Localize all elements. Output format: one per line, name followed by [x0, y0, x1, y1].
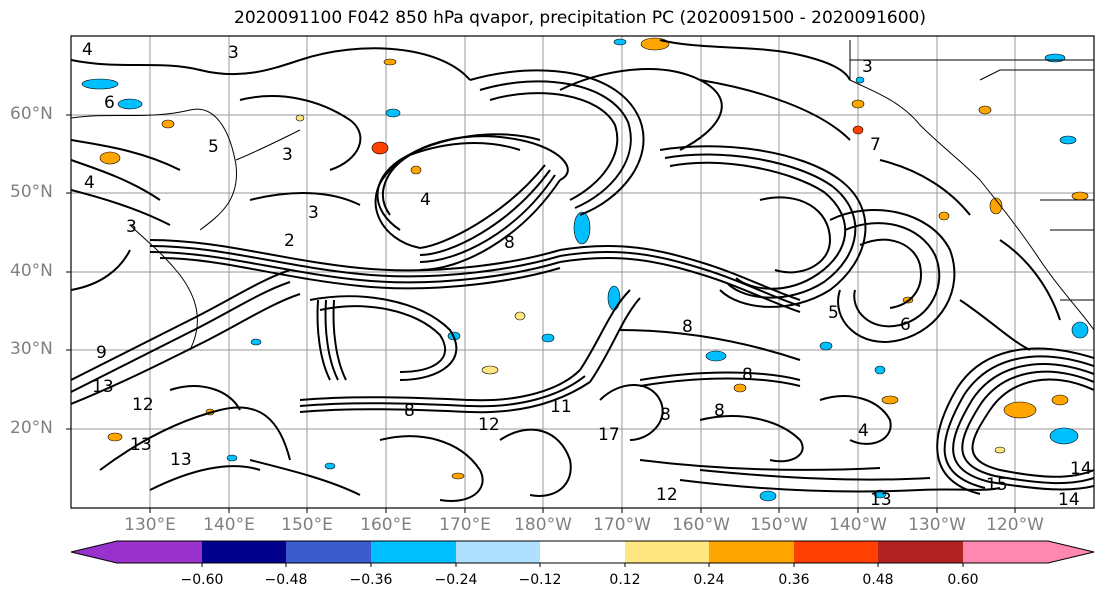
colorbar-tick-label: −0.24 [434, 572, 478, 588]
lon-label: 170°W [593, 515, 651, 535]
lon-label: 160°E [360, 515, 412, 535]
contour-label: 8 [660, 405, 671, 425]
contour-label: 8 [742, 365, 753, 385]
contour-label: 3 [308, 203, 319, 223]
coastlines [71, 40, 1094, 351]
contour-label: 8 [404, 401, 415, 421]
lon-label: 140°W [829, 515, 887, 535]
lat-label: 50°N [10, 182, 53, 202]
lat-label: 60°N [10, 104, 53, 124]
contour-label: 12 [132, 395, 154, 415]
contour-label: 8 [682, 317, 693, 337]
lon-label: 160°W [672, 515, 730, 535]
contour-label: 4 [858, 421, 869, 441]
lon-label: 150°E [281, 515, 333, 535]
contour-label: 7 [870, 135, 881, 155]
lat-label: 30°N [10, 339, 53, 359]
contour-label: 15 [986, 475, 1008, 495]
contour-label: 14 [1058, 490, 1080, 510]
contour-label: 3 [126, 217, 137, 237]
colorbar-tick-label: 0.24 [693, 572, 725, 588]
lon-label: 130°E [124, 515, 176, 535]
contour-label: 4 [84, 173, 95, 193]
contour-label: 3 [228, 43, 239, 63]
colorbar-tick-label: −0.60 [180, 572, 224, 588]
contour-label: 13 [170, 450, 192, 470]
contour-label: 2 [284, 231, 295, 251]
map-title: 2020091100 F042 850 hPa qvapor, precipit… [234, 8, 926, 28]
colorbar-tick-label: −0.12 [518, 572, 562, 588]
contour-label: 6 [900, 315, 911, 335]
lat-label: 20°N [10, 418, 53, 438]
contour-label: 4 [420, 190, 431, 210]
contour-label: 3 [282, 145, 293, 165]
contour-label: 12 [656, 485, 678, 505]
contour-label: 3 [862, 57, 873, 77]
lon-label: 120°W [986, 515, 1044, 535]
colorbar-tick-label: 0.12 [609, 572, 641, 588]
colorbar-tick-label: −0.48 [264, 572, 308, 588]
lon-label: 170°E [439, 515, 491, 535]
contour-label: 14 [1070, 459, 1092, 479]
precip-shading [81, 37, 1089, 502]
contour-label: 9 [96, 343, 107, 363]
lon-label: 140°E [203, 515, 255, 535]
lon-label: 150°W [750, 515, 808, 535]
qvapor-contours [71, 39, 1094, 502]
contour-label-group: 4 3 6 4 3 8 5 3 4 3 2 9 13 12 13 13 11 8… [82, 40, 1092, 510]
contour-label: 11 [550, 397, 572, 417]
contour-label: 8 [714, 401, 725, 421]
contour-label: 5 [828, 303, 839, 323]
contour-label: 12 [478, 415, 500, 435]
lat-label: 40°N [10, 261, 53, 281]
contour-label: 8 [504, 233, 515, 253]
colorbar-tick-label: 0.60 [947, 572, 979, 588]
colorbar-tick-label: −0.36 [349, 572, 393, 588]
colorbar-tick-label: 0.36 [778, 572, 810, 588]
contour-label: 5 [208, 137, 219, 157]
contour-label: 13 [870, 490, 892, 510]
lon-label: 130°W [908, 515, 966, 535]
contour-label: 13 [92, 377, 114, 397]
contour-label: 13 [130, 435, 152, 455]
graticule [71, 36, 1094, 508]
colorbar-tick-label: 0.48 [862, 572, 894, 588]
contour-label: 6 [104, 93, 115, 113]
contour-label: 17 [598, 425, 620, 445]
contour-label: 4 [82, 40, 93, 60]
lon-label: 180°W [514, 515, 572, 535]
